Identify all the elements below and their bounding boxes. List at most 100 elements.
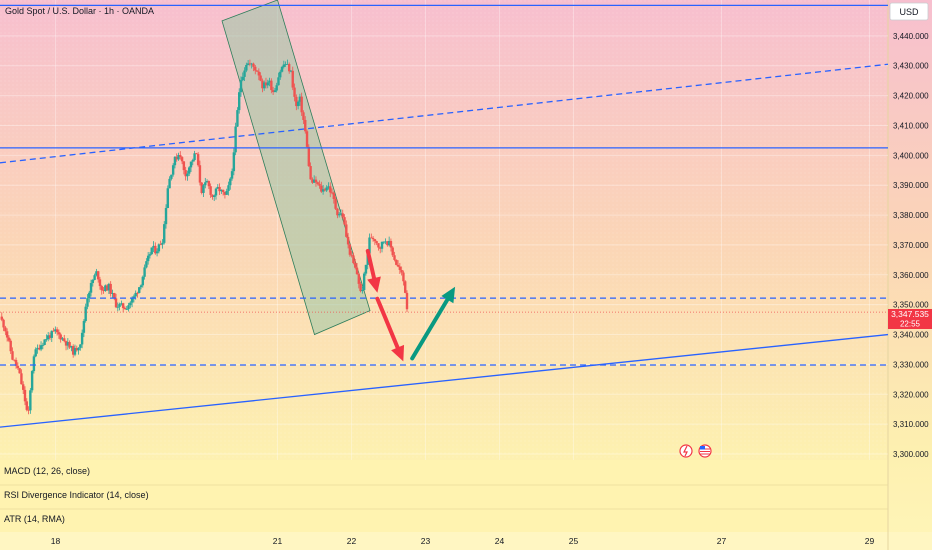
candle-body (354, 263, 357, 268)
candle-body (189, 161, 193, 168)
candle-body (173, 156, 177, 166)
candle-body (209, 186, 212, 195)
red-arrow-head (367, 276, 381, 293)
candle-body (300, 96, 303, 113)
candle-body (345, 224, 348, 237)
candle-body (282, 64, 286, 67)
x-tick-label: 27 (717, 536, 727, 546)
flash-event-icon[interactable] (679, 444, 693, 458)
candle-body (341, 213, 344, 218)
candle-body (184, 170, 187, 177)
candle-body (39, 345, 43, 350)
candle-body (148, 254, 152, 256)
candle-body (71, 346, 75, 355)
candle-body (138, 287, 141, 293)
candle-body (336, 208, 339, 216)
candle-body (200, 182, 203, 193)
candle-body (264, 82, 268, 86)
candle-body (255, 70, 259, 72)
candle-body (107, 283, 111, 291)
candle-body (152, 245, 155, 248)
candle-body (395, 259, 398, 265)
rsi-divergence-label[interactable]: RSI Divergence Indicator (14, close) (4, 490, 149, 500)
candle-body (16, 365, 20, 369)
candle-body (204, 182, 207, 186)
y-tick-label: 3,410.000 (893, 121, 929, 130)
candle-body (375, 241, 378, 244)
candle-body (155, 251, 159, 254)
candle-body (321, 189, 325, 192)
y-tick-label: 3,400.000 (893, 151, 929, 160)
candle-body (102, 290, 105, 291)
candle-body (393, 255, 396, 260)
candle-body (2, 319, 5, 328)
candle-body (48, 335, 52, 338)
atr-label[interactable]: ATR (14, RMA) (4, 514, 65, 524)
candle-body (327, 186, 330, 188)
candle-body (261, 80, 264, 89)
candle-body (91, 279, 95, 284)
green-arrow-shaft (410, 297, 450, 361)
candle-body (41, 344, 45, 346)
candle-body (111, 293, 114, 294)
candle-body (311, 179, 314, 183)
candle-body (166, 188, 169, 209)
green-arrow-head (441, 286, 456, 304)
candle-body (54, 329, 57, 332)
candle-body (320, 185, 323, 192)
candle-body (325, 187, 328, 191)
red-arrow-shaft (375, 296, 400, 350)
x-tick-label: 21 (273, 536, 283, 546)
candle-body (80, 332, 84, 345)
candle-body (239, 80, 243, 93)
candle-body (164, 208, 168, 225)
candle-body (211, 194, 214, 197)
candle-body (271, 90, 275, 93)
candle-body (339, 213, 343, 215)
candle-body (254, 66, 257, 71)
candle-body (225, 190, 228, 195)
candle-body (198, 165, 202, 183)
candle-body (371, 237, 375, 240)
candle-body (337, 214, 341, 216)
y-tick-label: 3,330.000 (893, 360, 929, 369)
candle-body (248, 63, 252, 65)
candle-body (29, 390, 32, 411)
y-tick-label: 3,420.000 (893, 92, 929, 101)
candle-body (298, 96, 302, 102)
candle-body (334, 198, 337, 209)
macd-label[interactable]: MACD (12, 26, close) (4, 466, 91, 476)
candle-body (195, 153, 198, 155)
candle-body (118, 304, 121, 307)
candle-body (232, 152, 236, 172)
candle-body (389, 240, 393, 248)
candle-body (55, 329, 59, 333)
candle-body (4, 327, 7, 332)
candle-body (121, 303, 125, 309)
candle-body (307, 146, 311, 167)
candle-body (34, 349, 37, 357)
candle-body (202, 185, 205, 193)
candle-body (146, 255, 150, 262)
event-icons[interactable] (679, 444, 712, 458)
currency-badge[interactable]: USD (889, 2, 929, 21)
symbol-title[interactable]: Gold Spot / U.S. Dollar · 1h · OANDA (5, 6, 154, 16)
candle-body (241, 76, 244, 81)
candle-body (348, 244, 352, 255)
candle-body (287, 64, 291, 72)
candle-body (96, 271, 100, 280)
candle-body (188, 167, 191, 174)
y-tick-label: 3,440.000 (893, 32, 929, 41)
candle-body (180, 157, 184, 162)
bearish-channel (221, 0, 371, 336)
candle-body (270, 80, 273, 91)
candle-body (20, 373, 23, 385)
candle-body (22, 384, 25, 390)
candle-body (161, 242, 164, 245)
candle-body (179, 155, 182, 158)
candle-body (280, 66, 284, 72)
candle-body (32, 356, 36, 372)
candle-body (95, 271, 98, 276)
